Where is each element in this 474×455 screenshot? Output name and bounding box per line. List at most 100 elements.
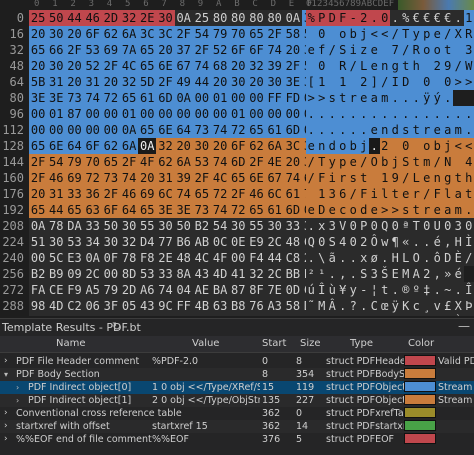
hex-byte[interactable]: 65 — [101, 154, 120, 170]
hex-byte[interactable]: 66 — [47, 42, 66, 58]
ascii-char[interactable]: F — [358, 186, 369, 202]
ascii-char[interactable]: A — [411, 266, 422, 282]
ascii-char[interactable]: 7 — [316, 314, 327, 316]
ascii-char[interactable]: / — [442, 26, 453, 42]
hex-byte[interactable]: 65 — [229, 170, 248, 186]
hex-byte[interactable]: 25 — [192, 10, 211, 26]
ascii-char[interactable]: / — [306, 154, 317, 170]
ascii-char[interactable]: y — [348, 282, 359, 298]
ascii-char[interactable]: t — [453, 170, 464, 186]
ascii-char[interactable]: T — [316, 154, 327, 170]
hex-byte[interactable]: 5B — [29, 74, 48, 90]
hex-byte[interactable]: 20 — [283, 42, 302, 58]
hex-byte[interactable]: 44 — [192, 74, 211, 90]
ascii-char[interactable]: X — [453, 26, 464, 42]
hex-byte[interactable]: 4D — [47, 298, 66, 314]
color-swatch[interactable] — [404, 355, 436, 366]
hex-byte[interactable]: 65 — [65, 202, 84, 218]
hex-byte[interactable]: 00 — [192, 90, 211, 106]
chevron-right-icon[interactable]: › — [16, 396, 20, 405]
ascii-char[interactable]: a — [442, 202, 453, 218]
hex-byte[interactable]: 74 — [192, 58, 211, 74]
color-swatch[interactable] — [404, 420, 436, 431]
ascii-char[interactable]: Þ — [463, 298, 474, 314]
hex-byte[interactable]: 65 — [29, 202, 48, 218]
hex-byte[interactable]: 20 — [138, 170, 157, 186]
hex-byte[interactable]: 33 — [65, 186, 84, 202]
hex-editor[interactable]: 0 1 2 3 4 5 6 7 8 9 A B C D E F 0123456789ABCDEF 0 25 50 44… — [0, 0, 474, 316]
hex-byte[interactable]: 55 — [247, 218, 266, 234]
hex-byte[interactable]: 30 — [229, 74, 248, 90]
hex-byte[interactable]: 42 — [29, 314, 48, 316]
ascii-char[interactable]: / — [421, 186, 432, 202]
ascii-char[interactable]: . — [327, 122, 338, 138]
ascii-char[interactable]: . — [453, 10, 464, 26]
hex-byte[interactable]: B9 — [47, 266, 66, 282]
ascii-char[interactable]: P — [358, 218, 369, 234]
ascii-char[interactable]: > — [379, 202, 390, 218]
hex-byte[interactable]: 65 — [29, 42, 48, 58]
ascii-char[interactable]: 2 — [358, 10, 369, 26]
hex-byte[interactable]: 2F — [229, 186, 248, 202]
ascii-char[interactable]: n — [316, 138, 327, 154]
ascii-char[interactable]: t — [390, 186, 401, 202]
ascii-char[interactable] — [421, 58, 432, 74]
hex-byte[interactable]: 63 — [83, 202, 102, 218]
hex-byte[interactable]: 37 — [174, 42, 193, 58]
ascii-char[interactable]: . — [400, 106, 411, 122]
ascii-char[interactable]: e — [369, 122, 380, 138]
hex-byte[interactable]: 6E — [156, 58, 175, 74]
ascii-char[interactable]: m — [421, 154, 432, 170]
hex-byte[interactable]: 20 — [156, 42, 175, 58]
ascii-char[interactable]: R — [337, 58, 348, 74]
ascii-char[interactable]: . — [306, 106, 317, 122]
ascii-char[interactable]: . — [306, 250, 317, 266]
hex-byte[interactable]: 46 — [83, 10, 102, 26]
ascii-char[interactable]: . — [348, 122, 359, 138]
hex-byte[interactable]: 50 — [174, 218, 193, 234]
ascii-char[interactable]: . — [316, 106, 327, 122]
ascii-char[interactable]: o — [432, 42, 443, 58]
ascii-char[interactable]: e — [327, 202, 338, 218]
ascii-char[interactable]: s — [400, 122, 411, 138]
ascii-char[interactable]: C — [369, 298, 380, 314]
hex-byte[interactable]: 64 — [174, 122, 193, 138]
refresh-icon[interactable]: ↻ — [112, 320, 122, 333]
hex-byte[interactable]: 30 — [265, 74, 284, 90]
hex-byte[interactable]: 30 — [156, 10, 175, 26]
ascii-char[interactable]: é — [453, 266, 464, 282]
ascii-char[interactable]: e — [421, 170, 432, 186]
hex-byte[interactable]: 2C — [265, 266, 284, 282]
ascii-char[interactable]: . — [358, 314, 369, 316]
ascii-char[interactable]: o — [421, 42, 432, 58]
hex-byte[interactable]: 0C — [211, 234, 230, 250]
ascii-char[interactable]: s — [327, 90, 338, 106]
ascii-char[interactable]: e — [306, 202, 317, 218]
hex-byte[interactable]: 58 — [283, 298, 302, 314]
hex-byte[interactable]: 74 — [211, 154, 230, 170]
ascii-char[interactable]: . — [463, 202, 474, 218]
ascii-char[interactable]: 0 — [390, 218, 401, 234]
ascii-char[interactable] — [453, 154, 464, 170]
ascii-char[interactable]: t — [411, 202, 422, 218]
hex-byte[interactable]: 01 — [211, 90, 230, 106]
hex-byte[interactable]: 37 — [47, 314, 66, 316]
hex-byte[interactable]: FA — [29, 282, 48, 298]
hex-byte[interactable]: 53 — [65, 234, 84, 250]
hex-byte[interactable]: 36 — [83, 186, 102, 202]
ascii-char[interactable]: r — [337, 170, 348, 186]
hex-byte[interactable]: 0A — [174, 10, 193, 26]
ascii-char[interactable]: o — [421, 138, 432, 154]
ascii-char[interactable]: B — [306, 314, 317, 316]
ascii-char[interactable]: . — [390, 10, 401, 26]
ascii-char[interactable]: K — [400, 298, 411, 314]
hex-byte[interactable]: 30 — [229, 218, 248, 234]
hex-byte[interactable]: 32 — [120, 10, 139, 26]
ascii-char[interactable]: é — [432, 234, 443, 250]
hex-byte[interactable]: 0A — [83, 250, 102, 266]
hex-byte[interactable]: 68 — [211, 58, 230, 74]
hex-byte[interactable]: 2F — [29, 170, 48, 186]
hex-byte[interactable]: 5F — [138, 314, 157, 316]
hex-byte[interactable]: 5C — [47, 250, 66, 266]
ascii-char[interactable]: 0 — [348, 218, 359, 234]
